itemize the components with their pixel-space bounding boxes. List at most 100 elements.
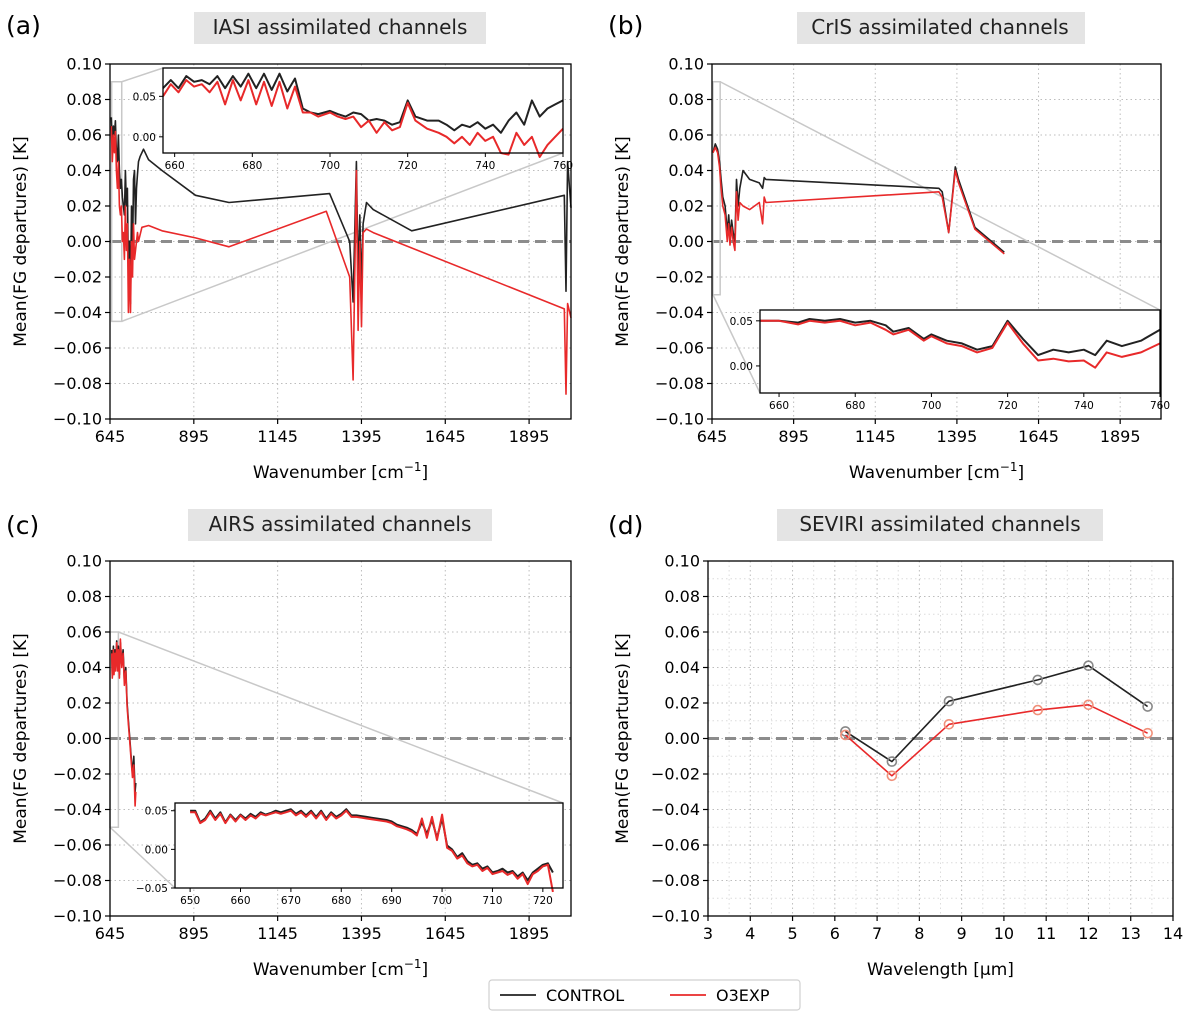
inset-x-tick-label: 720 bbox=[533, 895, 553, 907]
y-tick-label: 0.08 bbox=[668, 90, 704, 109]
y-axis-label: Mean(FG departures) [K] bbox=[11, 633, 31, 844]
data-point-control bbox=[943, 695, 955, 707]
inset-y-tick-label: 0.00 bbox=[145, 844, 168, 856]
x-tick-label: 1645 bbox=[1018, 427, 1059, 446]
y-tick-label: −0.08 bbox=[655, 374, 704, 393]
x-axis-label-main: Wavenumber [cm bbox=[849, 463, 1000, 483]
y-tick-label: −0.08 bbox=[651, 871, 700, 890]
y-tick-label: −0.08 bbox=[53, 374, 102, 393]
y-tick-label: 0.04 bbox=[668, 161, 704, 180]
inset-x-tick-label: 710 bbox=[482, 895, 502, 907]
y-tick-label: −0.06 bbox=[53, 339, 102, 358]
x-axis-label-superscript: −1 bbox=[1000, 460, 1018, 474]
inset-y-tick-label: 0.05 bbox=[145, 806, 168, 818]
zoom-connector bbox=[712, 294, 761, 394]
inset-series-line-o3exp bbox=[162, 79, 564, 158]
y-tick-label: 0.02 bbox=[664, 694, 700, 713]
y-tick-label: −0.02 bbox=[655, 268, 704, 287]
zoom-connector bbox=[118, 631, 564, 804]
inset-y-tick-label: 0.00 bbox=[133, 132, 156, 144]
inset-frame bbox=[759, 309, 1161, 394]
inset-series-line-control bbox=[190, 808, 554, 882]
x-axis-label-end: ] bbox=[1018, 463, 1025, 483]
data-point-o3exp bbox=[1142, 727, 1153, 739]
x-axis-label-superscript: −1 bbox=[404, 460, 422, 474]
x-axis-label: Wavelength [μm] bbox=[867, 960, 1014, 980]
zoom-source-box bbox=[110, 81, 123, 323]
zoom-connector bbox=[121, 152, 564, 323]
title-background bbox=[777, 509, 1103, 541]
y-tick-label: 0.08 bbox=[66, 587, 102, 606]
inset-x-tick-label: 680 bbox=[242, 160, 262, 172]
y-tick-label: −0.10 bbox=[53, 907, 102, 926]
x-tick-label: 5 bbox=[787, 924, 797, 943]
panel-letter: (d) bbox=[608, 511, 643, 540]
y-tick-label: −0.10 bbox=[655, 410, 704, 429]
panel-3: (d) SEVIRI assimilated channels 0.10 0.08 0.… bbox=[608, 509, 1183, 980]
y-tick-label: 0.04 bbox=[664, 658, 700, 677]
zoom-connector bbox=[719, 81, 1161, 311]
y-tick-label: −0.06 bbox=[53, 836, 102, 855]
inset-x-tick-label: 660 bbox=[165, 160, 185, 172]
x-axis-label-end: ] bbox=[422, 463, 429, 483]
panel-letter: (b) bbox=[608, 11, 643, 40]
zoom-connector bbox=[109, 826, 176, 889]
panel-letter: (c) bbox=[6, 511, 39, 540]
inset-frame bbox=[162, 67, 564, 154]
data-point-o3exp bbox=[943, 718, 955, 730]
y-tick-label: 0.10 bbox=[66, 552, 102, 571]
inset-frame bbox=[174, 802, 564, 889]
x-tick-label: 895 bbox=[179, 924, 210, 943]
panel-1: (b) CrIS assimilated channels 0.10 0.08 0.06… bbox=[608, 11, 1170, 483]
y-tick-label: 0.10 bbox=[66, 55, 102, 74]
inset-x-tick-label: 660 bbox=[769, 400, 789, 412]
inset-x-tick-label: 740 bbox=[1074, 400, 1094, 412]
x-axis-label: Wavenumber [cm−1] bbox=[253, 957, 428, 980]
panel-0: (a) IASI assimilated channels 0.10 0.08 0.06… bbox=[6, 11, 573, 483]
data-point-control bbox=[886, 756, 898, 767]
y-tick-label: 0.10 bbox=[668, 55, 704, 74]
inset-series-line-control bbox=[162, 72, 564, 134]
x-tick-label: 1895 bbox=[509, 427, 550, 446]
chart-title: AIRS assimilated channels bbox=[209, 512, 472, 536]
y-tick-label: −0.02 bbox=[53, 268, 102, 287]
y-tick-label: 0.08 bbox=[664, 587, 700, 606]
inset-background bbox=[163, 68, 563, 153]
series-line-o3exp bbox=[110, 638, 137, 807]
x-tick-label: 8 bbox=[914, 924, 924, 943]
y-tick-label: −0.06 bbox=[655, 339, 704, 358]
inset-x-tick-label: 680 bbox=[331, 895, 351, 907]
y-axis-label: Mean(FG departures) [K] bbox=[613, 633, 633, 844]
legend: CONTROL O3EXP bbox=[488, 979, 801, 1011]
inset-x-tick-label: 690 bbox=[382, 895, 402, 907]
chart-title: SEVIRI assimilated channels bbox=[799, 512, 1080, 536]
y-tick-label: 0.06 bbox=[66, 623, 102, 642]
y-tick-label: −0.08 bbox=[53, 871, 102, 890]
x-tick-label: 1645 bbox=[425, 924, 466, 943]
legend-label-control: CONTROL bbox=[546, 986, 624, 1005]
inset-x-tick-label: 700 bbox=[320, 160, 340, 172]
inset-x-tick-label: 650 bbox=[180, 895, 200, 907]
inset-series-line-o3exp bbox=[190, 809, 554, 893]
inset-0: 660 680 700 720 740 760 0.05 0.00 bbox=[133, 67, 573, 172]
inset-background bbox=[175, 803, 563, 888]
series-line-o3exp bbox=[110, 126, 572, 395]
x-tick-label: 1895 bbox=[1100, 427, 1141, 446]
y-tick-label: −0.04 bbox=[651, 800, 700, 819]
inset-y-tick-label: 0.05 bbox=[730, 316, 753, 328]
x-tick-label: 645 bbox=[95, 924, 126, 943]
y-tick-label: −0.10 bbox=[53, 410, 102, 429]
x-tick-label: 1395 bbox=[937, 427, 978, 446]
inset-y-tick-label: 0.05 bbox=[133, 91, 156, 103]
y-tick-label: 0.00 bbox=[664, 729, 700, 748]
y-tick-label: 0.04 bbox=[66, 658, 102, 677]
x-tick-label: 1395 bbox=[341, 427, 382, 446]
inset-series-line-control bbox=[760, 318, 1161, 357]
panel-2: (c) AIRS assimilated channels 0.10 0.08 0.06… bbox=[6, 509, 572, 980]
y-tick-label: 0.02 bbox=[66, 694, 102, 713]
chart-title: CrIS assimilated channels bbox=[811, 15, 1068, 39]
data-point-o3exp bbox=[886, 770, 898, 782]
x-tick-label: 895 bbox=[778, 427, 809, 446]
y-tick-label: 0.06 bbox=[664, 623, 700, 642]
